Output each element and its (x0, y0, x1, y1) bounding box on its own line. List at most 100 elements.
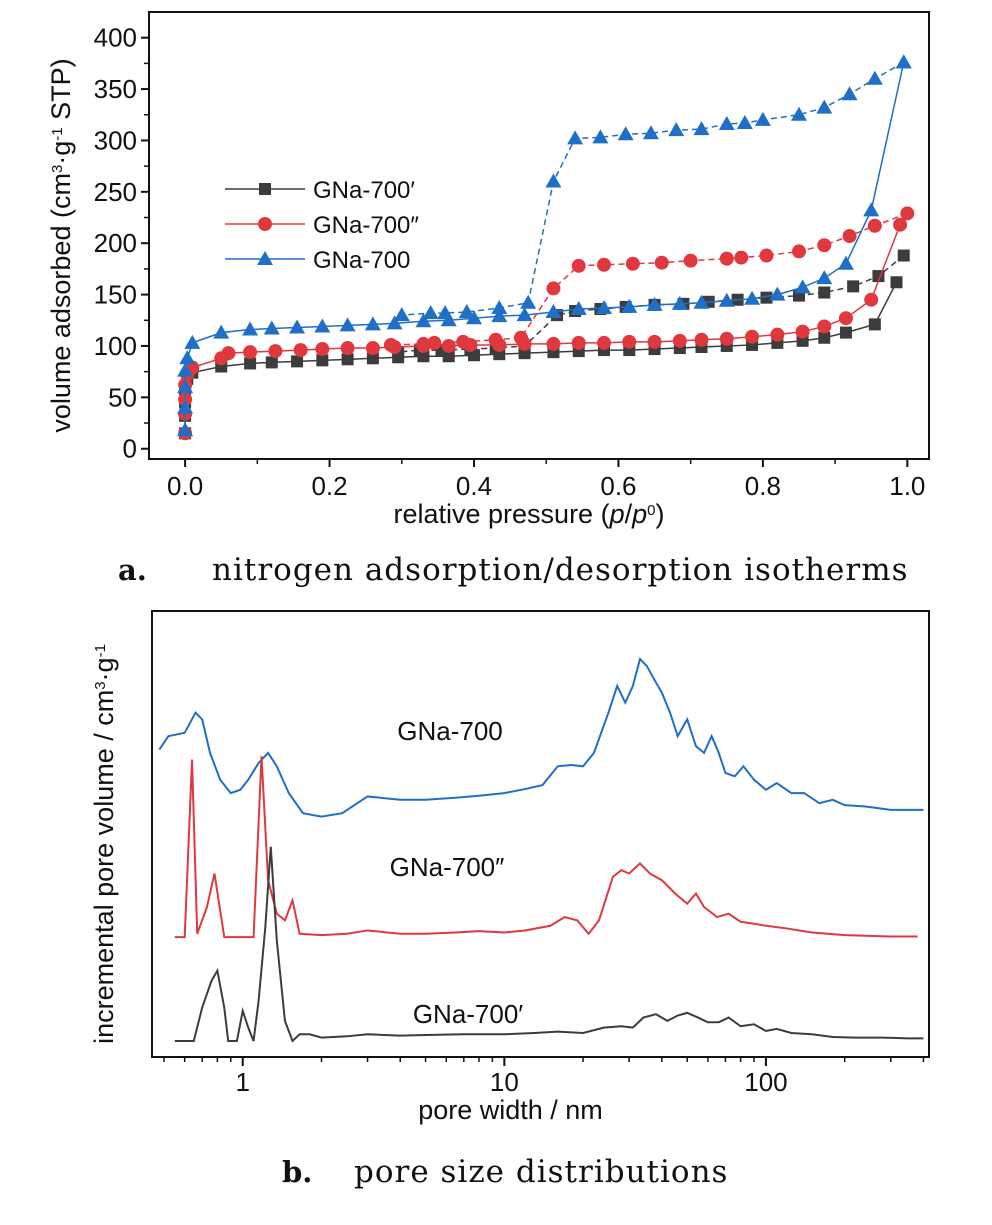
desorption-point-gna-700 (895, 54, 912, 69)
adsorption-point-gna-700-prime (291, 355, 304, 368)
adsorption-point-gna-700 (646, 296, 663, 311)
adsorption-point-gna-700 (718, 292, 735, 307)
adsorption-point-gna-700 (794, 279, 811, 294)
desorption-line-gna-700 (401, 61, 905, 316)
adsorption-point-gna-700-dprime (293, 343, 308, 358)
adsorption-point-gna-700 (179, 350, 196, 365)
desorption-point-gna-700-dprime (719, 251, 734, 266)
legend-a: GNa-700′ GNa-700″ GNa-700 (225, 177, 419, 274)
caption-b-text: pore size distributions (354, 1154, 728, 1190)
caption-b-letter: b. (282, 1155, 312, 1189)
adsorption-point-gna-700 (177, 399, 194, 414)
desorption-point-gna-700 (668, 122, 685, 137)
desorption-point-gna-700 (841, 86, 858, 101)
series-gna-700 (177, 54, 912, 437)
y-tick-label-a: 400 (94, 23, 137, 53)
caption-a-letter: a. (118, 553, 147, 587)
adsorption-point-gna-700 (516, 307, 533, 322)
adsorption-point-gna-700 (386, 315, 403, 330)
adsorption-point-gna-700-dprime (647, 334, 662, 349)
desorption-point-gna-700-dprime (842, 229, 857, 244)
adsorption-point-gna-700 (596, 299, 612, 314)
series-label-gna-700: GNa-700 (397, 716, 503, 746)
desorption-point-gna-700 (545, 173, 562, 188)
adsorption-point-gna-700-dprime (340, 341, 355, 356)
adsorption-point-gna-700 (769, 286, 786, 301)
series-label-gna-700-dprime: GNa-700″ (390, 852, 505, 882)
y-tick-label-a: 150 (94, 280, 137, 310)
desorption-point-gna-700 (718, 116, 735, 131)
desorption-point-gna-700 (617, 126, 634, 141)
adsorption-point-gna-700 (314, 318, 331, 333)
adsorption-point-gna-700-dprime (597, 335, 611, 350)
desorption-point-gna-700 (816, 99, 833, 114)
desorption-point-gna-700-dprime (792, 244, 806, 259)
x-axis-title-b: pore width / nm (418, 1095, 603, 1125)
desorption-point-gna-700-dprime (683, 253, 698, 268)
desorption-point-gna-700-dprime (625, 256, 640, 271)
series-b-gna-700: GNa-700 (158, 657, 924, 818)
desorption-point-gna-700-dprime (416, 336, 431, 351)
desorption-point-gna-700 (520, 294, 537, 309)
adsorption-point-gna-700-prime (839, 326, 852, 339)
adsorption-point-gna-700-dprime (441, 338, 456, 353)
desorption-point-gna-700 (642, 125, 659, 140)
adsorption-point-gna-700 (744, 290, 761, 305)
desorption-point-gna-700 (592, 129, 609, 144)
legend-label-gna-700-dprime: GNa-700″ (313, 212, 419, 239)
adsorption-point-gna-700 (263, 320, 280, 335)
y-tick-label-a: 350 (94, 74, 137, 104)
legend-marker-gna-700-prime (259, 183, 271, 195)
adsorption-point-gna-700-dprime (719, 331, 734, 346)
adsorption-point-gna-700-prime (316, 354, 329, 367)
desorption-point-gna-700-prime (897, 249, 910, 262)
legend-marker-gna-700 (257, 251, 273, 265)
adsorption-point-gna-700-prime (818, 331, 831, 344)
desorption-point-gna-700-dprime (867, 218, 882, 233)
adsorption-point-gna-700 (837, 255, 854, 270)
chart-a: 0 50 100 150 200 250 300 350 400 0.0 0.2 0.4 0.6 0.8 1… (46, 11, 930, 529)
adsorption-point-gna-700 (671, 295, 688, 310)
desorption-point-gna-700-dprime (383, 337, 398, 352)
adsorption-point-gna-700-dprime (745, 329, 760, 344)
adsorption-point-gna-700 (177, 379, 194, 394)
series-b-gna-700-prime: GNa-700′ (174, 846, 924, 1043)
adsorption-point-gna-700-prime (366, 352, 379, 365)
adsorption-point-gna-700-dprime (243, 345, 258, 360)
desorption-point-gna-700 (567, 130, 584, 145)
adsorption-point-gna-700 (863, 202, 880, 217)
desorption-point-gna-700 (437, 305, 454, 320)
adsorption-point-gna-700-dprime (622, 334, 637, 349)
adsorption-point-gna-700 (242, 321, 259, 336)
legend-marker-gna-700-dprime (258, 217, 272, 231)
desorption-point-gna-700-dprime (488, 332, 503, 347)
desorption-point-gna-700-dprime (571, 258, 586, 273)
adsorption-point-gna-700 (545, 304, 562, 319)
desorption-point-gna-700 (393, 307, 410, 322)
adsorption-point-gna-700 (177, 362, 194, 377)
desorption-point-gna-700-dprime (817, 238, 832, 253)
adsorption-point-gna-700-dprime (864, 292, 879, 307)
x-tick-label-a: 0.8 (745, 471, 781, 501)
desorption-point-gna-700 (693, 121, 710, 136)
x-tick-label-a: 0.6 (600, 471, 636, 501)
desorption-point-gna-700-dprime (427, 335, 442, 350)
x-axis-title-a: relative pressure (p/p0) (393, 499, 664, 529)
desorption-point-gna-700-dprime (513, 330, 528, 345)
series-gna-700-dprime (178, 206, 915, 441)
y-tick-label-a: 100 (94, 331, 137, 361)
adsorption-point-gna-700-dprime (838, 311, 853, 326)
adsorption-point-gna-700 (339, 317, 356, 332)
legend-label-gna-700: GNa-700 (313, 247, 410, 274)
desorption-point-gna-700-prime (847, 280, 860, 293)
x-tick-label-b: 1 (235, 1067, 249, 1097)
psd-line-gna-700-prime (174, 846, 924, 1043)
adsorption-point-gna-700-dprime (268, 344, 283, 359)
legend-label-gna-700-prime: GNa-700′ (313, 177, 415, 204)
adsorption-line-gna-700 (184, 62, 905, 431)
adsorption-point-gna-700 (177, 422, 194, 437)
series-b-gna-700-dprime: GNa-700″ (174, 756, 918, 939)
adsorption-point-gna-700 (693, 294, 710, 309)
adsorption-point-gna-700 (289, 319, 306, 334)
adsorption-point-gna-700-dprime (315, 342, 330, 357)
